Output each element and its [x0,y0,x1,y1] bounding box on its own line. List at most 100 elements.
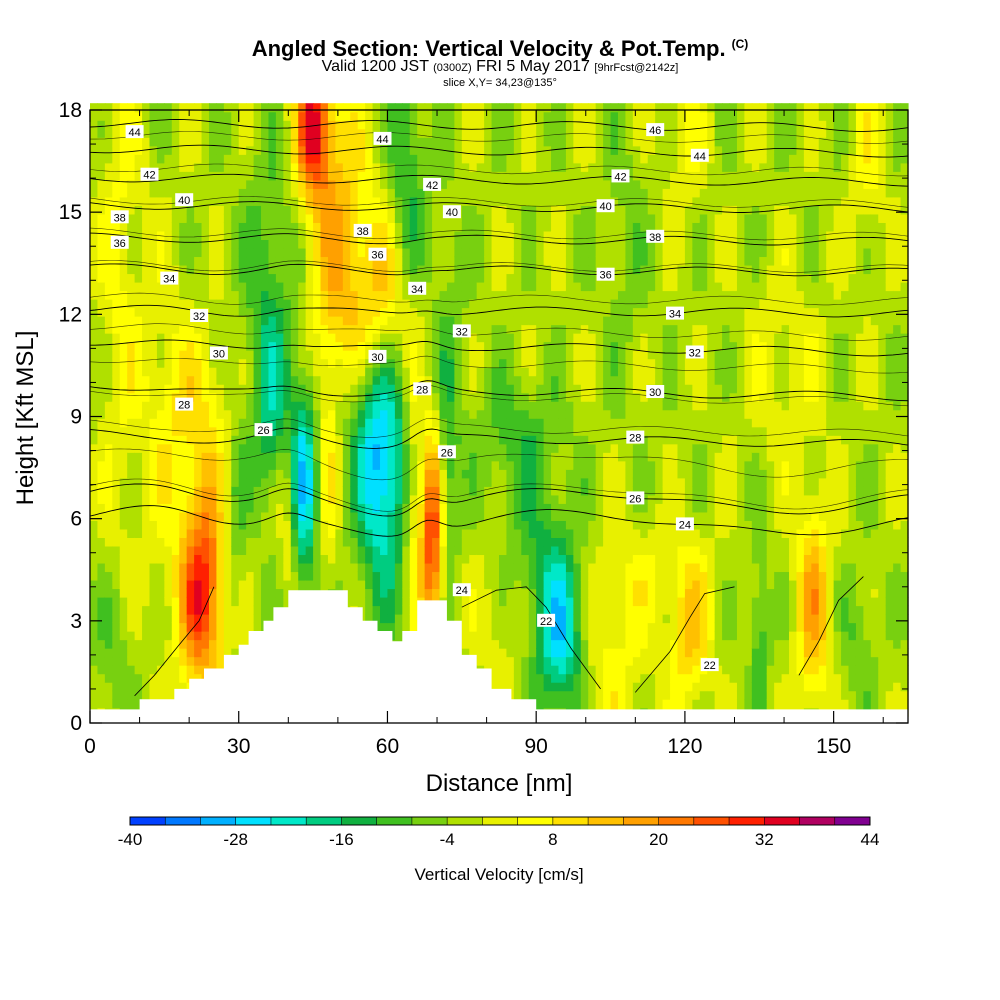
velocity-cell [238,375,247,385]
velocity-cell [201,460,210,470]
velocity-cell [156,648,165,658]
velocity-cell [417,239,426,249]
velocity-cell [380,401,389,411]
velocity-cell [305,247,314,258]
velocity-cell [424,137,433,147]
velocity-cell [298,367,307,377]
velocity-cell [454,605,463,615]
velocity-cell [194,477,203,487]
velocity-cell [357,239,366,249]
velocity-cell [380,477,389,487]
velocity-cell [127,452,136,462]
velocity-cell [491,418,500,428]
velocity-cell [261,537,270,547]
velocity-cell [149,196,158,206]
velocity-cell [432,213,441,223]
velocity-cell [283,247,292,258]
velocity-cell [409,162,418,172]
velocity-cell [305,545,314,556]
velocity-cell [365,409,374,419]
velocity-cell [305,520,314,530]
velocity-cell [90,264,99,275]
velocity-cell [357,179,366,189]
velocity-cell [513,545,522,556]
velocity-cell [238,188,247,198]
velocity-cell [484,622,493,632]
velocity-cell [223,213,232,223]
velocity-cell [491,205,500,215]
velocity-cell [357,554,366,564]
velocity-cell [134,179,143,189]
velocity-cell [528,162,537,172]
velocity-cell [134,511,143,521]
velocity-cell [142,247,151,258]
velocity-cell [409,358,418,368]
velocity-cell [484,554,493,564]
velocity-cell [543,699,552,709]
velocity-cell [536,648,545,658]
velocity-cell [119,614,128,624]
velocity-cell [536,477,545,487]
velocity-cell [417,562,426,573]
velocity-cell [454,188,463,198]
velocity-cell [246,418,255,428]
velocity-cell [142,111,151,121]
velocity-cell [439,162,448,172]
velocity-cell [104,562,113,573]
velocity-cell [528,375,537,385]
velocity-cell [223,179,232,189]
velocity-cell [320,239,329,249]
velocity-cell [290,290,299,300]
velocity-cell [97,460,106,470]
velocity-cell [194,367,203,377]
velocity-cell [275,477,284,487]
velocity-cell [149,401,158,411]
velocity-cell [595,239,604,249]
velocity-cell [261,188,270,198]
velocity-cell [201,188,210,198]
velocity-cell [588,154,597,164]
velocity-cell [439,358,448,368]
velocity-cell [201,256,210,266]
velocity-cell [461,639,470,649]
velocity-cell [580,188,589,198]
velocity-cell [156,230,165,241]
velocity-cell [283,452,292,462]
velocity-cell [521,690,530,700]
velocity-cell [231,273,240,283]
velocity-cell [112,205,121,215]
velocity-cell [90,665,99,675]
velocity-cell [551,631,560,641]
velocity-cell [261,316,270,326]
velocity-cell [305,494,314,504]
velocity-cell [595,128,604,138]
velocity-cell [476,443,485,453]
velocity-cell [261,494,270,504]
velocity-cell [320,333,329,343]
velocity-cell [476,409,485,419]
velocity-cell [156,145,165,155]
velocity-cell [476,494,485,504]
velocity-cell [238,222,247,232]
velocity-cell [246,537,255,547]
velocity-cell [432,426,441,436]
velocity-cell [320,392,329,402]
velocity-cell [521,145,530,155]
velocity-cell [246,605,255,615]
velocity-cell [536,656,545,666]
velocity-cell [543,520,552,530]
velocity-cell [127,699,136,709]
velocity-cell [313,452,322,462]
velocity-cell [439,290,448,300]
velocity-cell [231,605,240,615]
velocity-cell [558,520,567,530]
velocity-cell [499,341,508,351]
velocity-cell [499,494,508,504]
velocity-cell [357,273,366,283]
velocity-cell [149,503,158,513]
velocity-cell [112,545,121,556]
velocity-cell [394,392,403,402]
velocity-cell [149,554,158,564]
velocity-cell [194,375,203,385]
velocity-cell [432,247,441,258]
